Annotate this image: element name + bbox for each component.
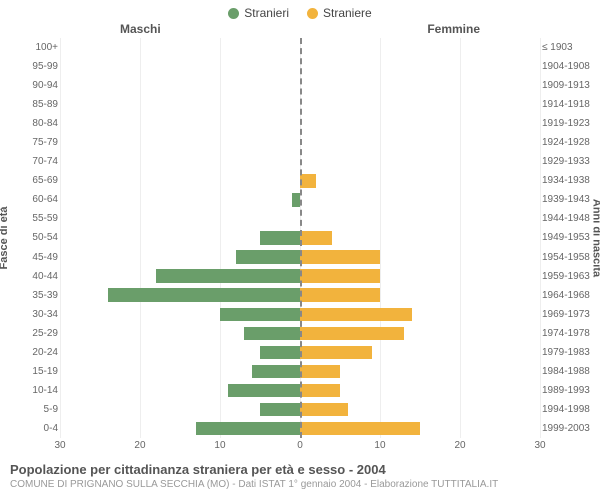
x-tick: 20 (454, 440, 465, 451)
age-label: 85-89 (32, 95, 58, 114)
bar-male (236, 250, 300, 263)
age-label: 70-74 (32, 152, 58, 171)
age-label: 20-24 (32, 343, 58, 362)
birth-label: 1904-1908 (542, 57, 590, 76)
grid-line (540, 38, 541, 438)
bar-female (300, 308, 412, 321)
bar-male (108, 288, 300, 301)
birth-label: 1954-1958 (542, 248, 590, 267)
x-tick: 10 (374, 440, 385, 451)
bar-female (300, 288, 380, 301)
legend-swatch-female (307, 8, 318, 19)
birth-label: 1909-1913 (542, 76, 590, 95)
legend-label-male: Stranieri (244, 6, 289, 20)
bar-female (300, 327, 404, 340)
birth-label: 1969-1973 (542, 305, 590, 324)
birth-label: 1929-1933 (542, 152, 590, 171)
legend: Stranieri Straniere (0, 0, 600, 20)
birth-label: 1924-1928 (542, 133, 590, 152)
age-label: 35-39 (32, 286, 58, 305)
age-label: 100+ (35, 38, 58, 57)
caption-subtitle: COMUNE DI PRIGNANO SULLA SECCHIA (MO) - … (10, 479, 590, 490)
birth-label: 1994-1998 (542, 400, 590, 419)
age-label: 60-64 (32, 190, 58, 209)
header-female: Femmine (427, 22, 480, 36)
age-label: 40-44 (32, 267, 58, 286)
bar-female (300, 403, 348, 416)
birth-label: 1964-1968 (542, 286, 590, 305)
birth-label: 1914-1918 (542, 95, 590, 114)
legend-swatch-male (228, 8, 239, 19)
birth-label: 1944-1948 (542, 209, 590, 228)
age-label: 95-99 (32, 57, 58, 76)
bar-female (300, 422, 420, 435)
age-label: 75-79 (32, 133, 58, 152)
header-male: Maschi (120, 22, 161, 36)
age-label: 5-9 (44, 400, 58, 419)
legend-item-male: Stranieri (228, 6, 289, 20)
birth-label: 1959-1963 (542, 267, 590, 286)
bar-female (300, 174, 316, 187)
age-label: 65-69 (32, 171, 58, 190)
bar-male (196, 422, 300, 435)
bar-male (260, 346, 300, 359)
birth-label: 1934-1938 (542, 171, 590, 190)
age-label: 15-19 (32, 362, 58, 381)
bar-female (300, 384, 340, 397)
bar-male (156, 269, 300, 282)
bar-female (300, 250, 380, 263)
caption-title: Popolazione per cittadinanza straniera p… (10, 462, 590, 477)
x-axis: 3020100102030 (60, 438, 540, 456)
bar-female (300, 231, 332, 244)
y-axis-age: 100+95-9990-9485-8980-8475-7970-7465-696… (2, 38, 58, 438)
age-label: 30-34 (32, 305, 58, 324)
bar-male (244, 327, 300, 340)
caption: Popolazione per cittadinanza straniera p… (0, 456, 600, 490)
birth-label: 1979-1983 (542, 343, 590, 362)
birth-label: 1939-1943 (542, 190, 590, 209)
birth-label: 1949-1953 (542, 228, 590, 247)
legend-label-female: Straniere (323, 6, 372, 20)
center-divider (300, 38, 302, 438)
population-pyramid-chart: Stranieri Straniere Maschi Femmine Fasce… (0, 0, 600, 500)
bar-female (300, 346, 372, 359)
bar-female (300, 269, 380, 282)
bar-male (260, 231, 300, 244)
birth-label: 1984-1988 (542, 362, 590, 381)
x-tick: 30 (54, 440, 65, 451)
birth-label: 1919-1923 (542, 114, 590, 133)
plot-area: Fasce di età Anni di nascita 100+95-9990… (60, 38, 540, 438)
bar-male (252, 365, 300, 378)
age-label: 10-14 (32, 381, 58, 400)
legend-item-female: Straniere (307, 6, 372, 20)
bar-female (300, 365, 340, 378)
birth-label: 1999-2003 (542, 419, 590, 438)
age-label: 25-29 (32, 324, 58, 343)
bar-male (292, 193, 300, 206)
x-tick: 20 (134, 440, 145, 451)
age-label: 50-54 (32, 228, 58, 247)
birth-label: 1974-1978 (542, 324, 590, 343)
bar-male (228, 384, 300, 397)
x-tick: 30 (534, 440, 545, 451)
y-axis-birth: ≤ 19031904-19081909-19131914-19181919-19… (542, 38, 598, 438)
birth-label: 1989-1993 (542, 381, 590, 400)
column-headers: Maschi Femmine (0, 20, 600, 36)
bar-male (220, 308, 300, 321)
age-label: 45-49 (32, 248, 58, 267)
age-label: 55-59 (32, 209, 58, 228)
x-tick: 0 (297, 440, 303, 451)
age-label: 90-94 (32, 76, 58, 95)
x-tick: 10 (214, 440, 225, 451)
age-label: 80-84 (32, 114, 58, 133)
bar-male (260, 403, 300, 416)
age-label: 0-4 (44, 419, 58, 438)
birth-label: ≤ 1903 (542, 38, 573, 57)
